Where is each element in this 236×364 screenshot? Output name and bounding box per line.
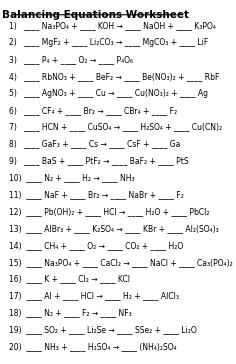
Text: 8)   ____ GaF₃ + ____ Cs → ____ CsF + ____ Ga: 8) ____ GaF₃ + ____ Cs → ____ CsF + ____…	[9, 139, 180, 149]
Text: 6)   ____ CF₄ + ____ Br₂ → ____ CBr₄ + ____ F₂: 6) ____ CF₄ + ____ Br₂ → ____ CBr₄ + ___…	[9, 106, 177, 115]
Text: 10)  ____ N₂ + ____ H₂ → ____ NH₃: 10) ____ N₂ + ____ H₂ → ____ NH₃	[9, 173, 135, 182]
Text: 20)  ____ NH₃ + ____ H₂SO₄ → ____ (NH₄)₂SO₄: 20) ____ NH₃ + ____ H₂SO₄ → ____ (NH₄)₂S…	[9, 342, 177, 351]
Text: Balancing Equations Worksheet: Balancing Equations Worksheet	[2, 11, 189, 20]
Text: 15)  ____ Na₃PO₄ + ____ CaCl₂ → ____ NaCl + ____ Ca₃(PO₄)₂: 15) ____ Na₃PO₄ + ____ CaCl₂ → ____ NaCl…	[9, 258, 233, 267]
Text: 14)  ____ CH₄ + ____ O₂ → ____ CO₂ + ____ H₂O: 14) ____ CH₄ + ____ O₂ → ____ CO₂ + ____…	[9, 241, 183, 250]
Text: 11)  ____ NaF + ____ Br₂ → ____ NaBr + ____ F₂: 11) ____ NaF + ____ Br₂ → ____ NaBr + __…	[9, 190, 184, 199]
Text: 12)  ____ Pb(OH)₂ + ____ HCl → ____ H₂O + ____ PbCl₂: 12) ____ Pb(OH)₂ + ____ HCl → ____ H₂O +…	[9, 207, 210, 216]
Text: 1)   ____ Na₃PO₄ + ____ KOH → ____ NaOH + ____ K₃PO₄: 1) ____ Na₃PO₄ + ____ KOH → ____ NaOH + …	[9, 21, 216, 30]
Text: 7)   ____ HCN + ____ CuSO₄ → ____ H₂SO₄ + ____ Cu(CN)₂: 7) ____ HCN + ____ CuSO₄ → ____ H₂SO₄ + …	[9, 123, 222, 131]
Text: 19)  ____ SO₂ + ____ Li₂Se → ____ SSe₂ + ____ Li₂O: 19) ____ SO₂ + ____ Li₂Se → ____ SSe₂ + …	[9, 325, 197, 334]
Text: 4)   ____ RbNO₃ + ____ BeF₂ → ____ Be(NO₃)₂ + ____ RbF: 4) ____ RbNO₃ + ____ BeF₂ → ____ Be(NO₃)…	[9, 72, 219, 81]
Text: 13)  ____ AlBr₃ + ____ K₂SO₄ → ____ KBr + ____ Al₂(SO₄)₃: 13) ____ AlBr₃ + ____ K₂SO₄ → ____ KBr +…	[9, 224, 219, 233]
Text: 5)   ____ AgNO₃ + ____ Cu → ____ Cu(NO₃)₂ + ____ Ag: 5) ____ AgNO₃ + ____ Cu → ____ Cu(NO₃)₂ …	[9, 89, 208, 98]
Text: 3)   ____ P₄ + ____ O₂ → ____ P₄O₆: 3) ____ P₄ + ____ O₂ → ____ P₄O₆	[9, 55, 133, 64]
Text: 2)   ____ MgF₂ + ____ Li₂CO₃ → ____ MgCO₃ + ____ LiF: 2) ____ MgF₂ + ____ Li₂CO₃ → ____ MgCO₃ …	[9, 38, 208, 47]
Text: 17)  ____ Al + ____ HCl → ____ H₂ + ____ AlCl₃: 17) ____ Al + ____ HCl → ____ H₂ + ____ …	[9, 292, 179, 300]
Text: 16)  ____ K + ____ Cl₂ → ____ KCl: 16) ____ K + ____ Cl₂ → ____ KCl	[9, 274, 130, 284]
Text: 18)  ____ N₂ + ____ F₂ → ____ NF₃: 18) ____ N₂ + ____ F₂ → ____ NF₃	[9, 308, 132, 317]
Text: 9)   ____ BaS + ____ PtF₂ → ____ BaF₂ + ____ PtS: 9) ____ BaS + ____ PtF₂ → ____ BaF₂ + __…	[9, 157, 189, 165]
